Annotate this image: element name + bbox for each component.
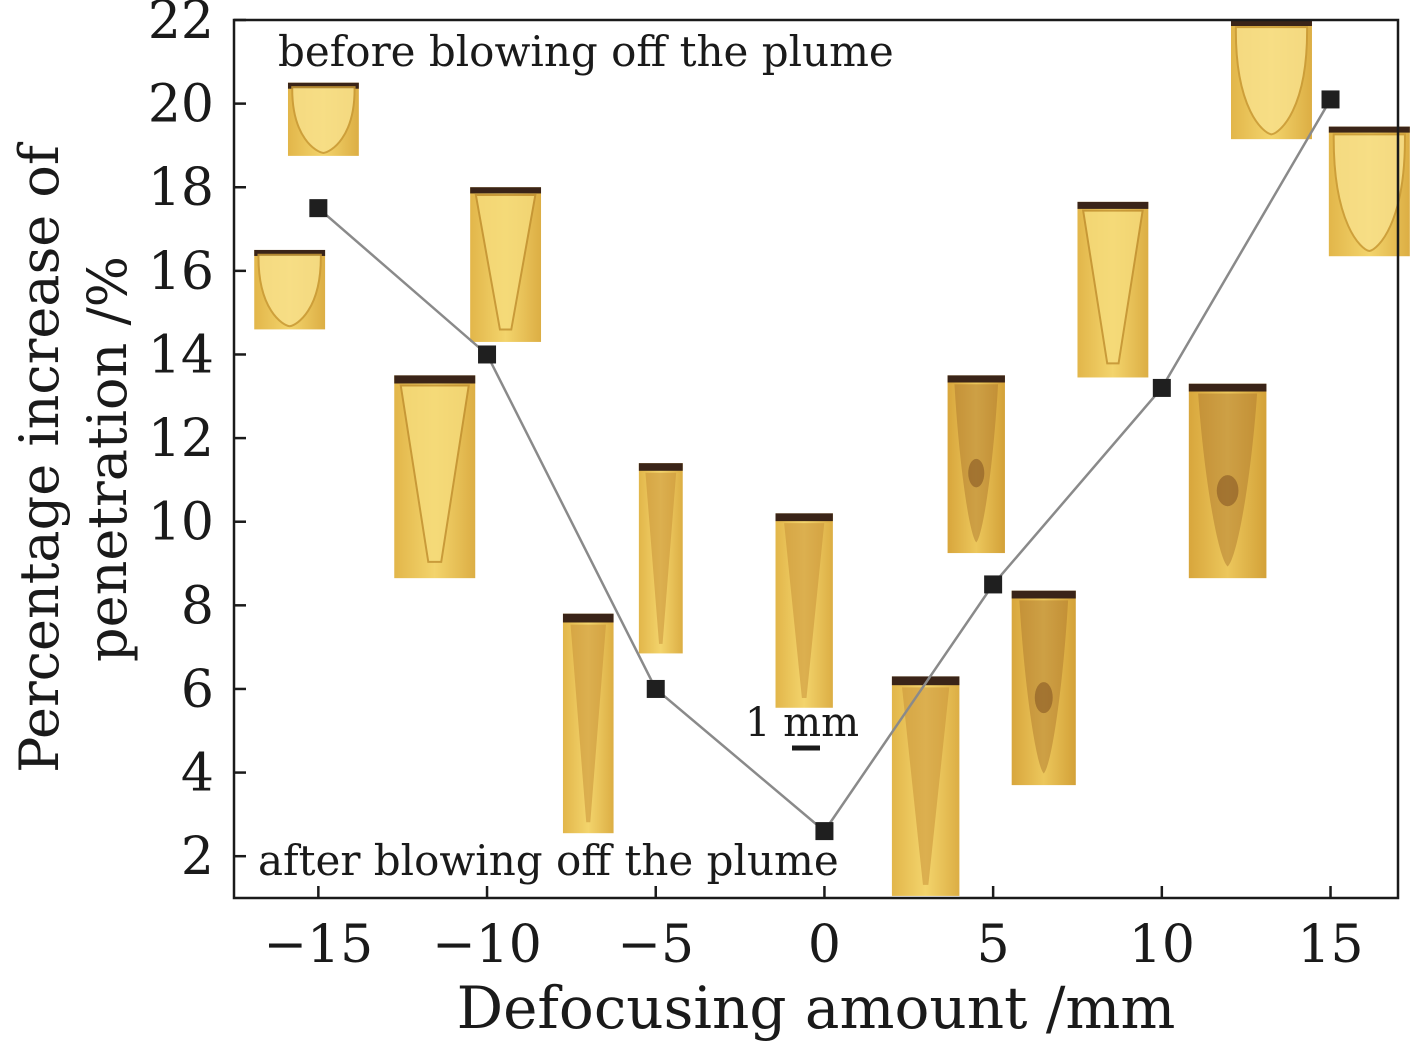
plot-frame <box>232 18 1400 900</box>
micrograph-top-edge <box>638 463 683 471</box>
micrograph-fusion-zone <box>902 687 950 885</box>
y-tick-label: 10 <box>148 493 214 553</box>
micrograph-top-edge <box>891 676 960 686</box>
micrograph-image <box>1077 201 1149 378</box>
micrograph-fusion-zone <box>257 253 322 328</box>
micrograph-image <box>394 375 476 579</box>
label-layer: −15 −10 −5 0 5 10 15 2 4 6 8 10 12 14 16 18 20 22 Defocusi… <box>8 0 1364 1042</box>
data-point <box>1152 378 1171 397</box>
scale-bar-label: 1 mm <box>745 700 859 746</box>
y-tick-label: 22 <box>148 0 214 51</box>
y-axis-title-line-2: penetration /% <box>76 256 139 662</box>
x-tick-label: −15 <box>263 915 373 975</box>
micrograph-image <box>1188 383 1267 579</box>
data-point <box>478 345 497 364</box>
micrograph-top-edge <box>1011 590 1076 599</box>
x-tick-label: −10 <box>432 915 542 975</box>
data-point <box>984 575 1003 594</box>
micrograph-image <box>254 249 326 330</box>
micrograph-top-edge <box>470 187 542 194</box>
micrograph-fusion-zone <box>1081 209 1144 365</box>
y-tick-label: 4 <box>181 744 214 804</box>
x-tick-label: 10 <box>1129 915 1195 975</box>
micrograph-top-edge <box>1230 20 1312 26</box>
micrograph-image <box>1230 20 1312 140</box>
micrograph-top-edge <box>1188 383 1267 392</box>
data-point <box>309 199 328 218</box>
micrograph-image <box>1011 590 1076 786</box>
micrograph-image <box>287 82 359 156</box>
annotation-before: before blowing off the plume <box>278 27 894 76</box>
y-axis-title: Percentage increase of penetration /% <box>8 141 139 773</box>
micrograph-fusion-zone <box>399 384 470 563</box>
y-tick-label: 12 <box>148 409 214 469</box>
y-tick-label: 14 <box>148 325 214 385</box>
micrograph-fusion-zone <box>784 523 825 699</box>
y-tick-label: 18 <box>148 158 214 218</box>
axes-layer <box>232 18 1400 900</box>
micrograph-top-edge <box>1077 201 1149 209</box>
y-tick-label: 16 <box>148 242 214 302</box>
micrograph-fusion-zone <box>1332 133 1406 253</box>
data-point <box>815 822 834 841</box>
annotation-after: after blowing off the plume <box>258 836 839 885</box>
micrograph-dark-spot <box>1216 475 1239 507</box>
micrograph-image <box>470 187 542 342</box>
x-tick-label: 5 <box>977 915 1010 975</box>
micrograph-fusion-zone <box>645 472 677 644</box>
x-axis-title: Defocusing amount /mm <box>457 974 1176 1042</box>
micrograph-top-edge <box>394 375 476 384</box>
micrograph-image <box>775 513 833 708</box>
micrograph-image <box>638 463 683 654</box>
series-layer <box>309 90 1340 841</box>
micrograph-image <box>1328 126 1410 257</box>
micrograph-fusion-zone <box>570 624 606 823</box>
data-point <box>1321 90 1340 109</box>
x-tick-label: −5 <box>617 915 694 975</box>
data-point <box>646 679 665 698</box>
micrograph-top-edge <box>254 249 326 256</box>
x-tick-label: 15 <box>1297 915 1363 975</box>
y-tick-label: 6 <box>181 660 214 720</box>
micrograph-top-edge <box>947 375 1005 383</box>
y-tick-label: 2 <box>181 827 214 887</box>
micrograph-dark-spot <box>1034 682 1053 714</box>
x-tick-label: 0 <box>808 915 841 975</box>
micrograph-fusion-zone <box>474 193 537 331</box>
y-tick-label: 8 <box>181 576 214 636</box>
micrograph-top-edge <box>1328 126 1410 133</box>
y-tick-label: 20 <box>148 75 214 135</box>
micrograph-dark-spot <box>968 458 985 488</box>
micrograph-image <box>947 375 1005 554</box>
micrograph-layer <box>254 20 1410 896</box>
micrograph-top-edge <box>775 513 833 522</box>
micrograph-image <box>891 676 960 896</box>
y-axis-title-line-1: Percentage increase of <box>8 141 71 773</box>
micrograph-image <box>562 613 614 834</box>
micrograph-fusion-zone <box>1234 26 1309 136</box>
micrograph-top-edge <box>287 82 359 89</box>
micrograph-fusion-zone <box>291 86 356 154</box>
micrograph-top-edge <box>562 613 614 623</box>
